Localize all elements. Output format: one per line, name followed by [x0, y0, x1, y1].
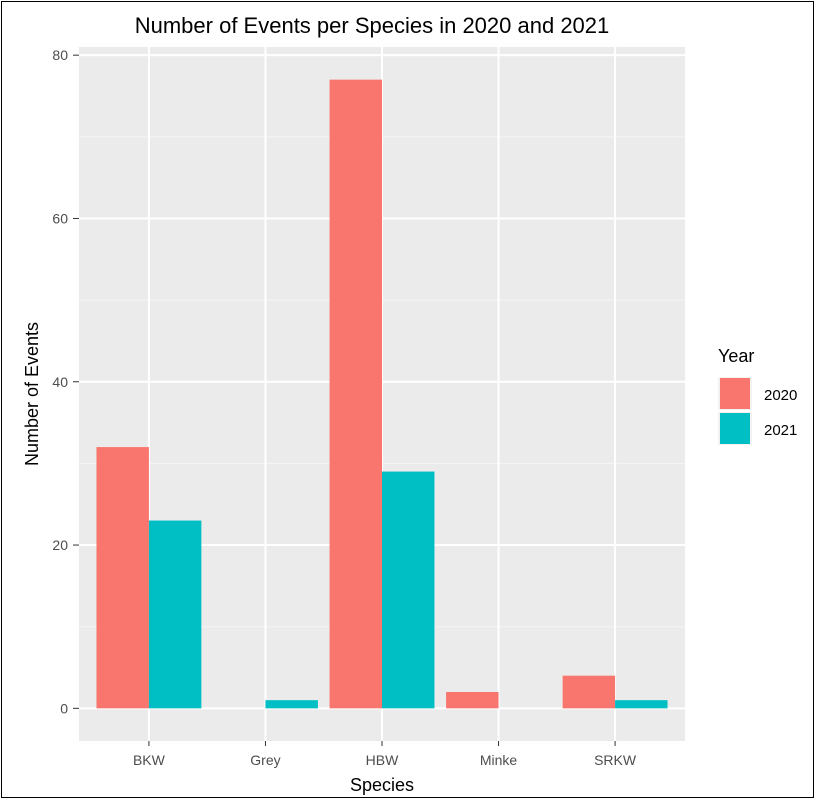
- x-tick-label: Grey: [250, 752, 280, 768]
- y-tick-label: 80: [52, 47, 68, 63]
- legend-title: Year: [718, 346, 754, 366]
- bars: [96, 79, 668, 709]
- bar-bkw-2020: [96, 447, 149, 709]
- legend-label-2021: 2021: [764, 422, 797, 439]
- tick-labels: 0 20 40 60 80 BKW Grey HBW Minke SRKW: [52, 47, 636, 768]
- bar-hbw-2020: [329, 79, 382, 709]
- bar-srkw-2021: [615, 700, 668, 709]
- bar-grey-2021: [265, 700, 318, 709]
- legend-swatch-2020: [720, 378, 750, 409]
- y-tick-label: 20: [52, 537, 68, 553]
- bar-hbw-2021: [382, 471, 435, 709]
- y-axis-title: Number of Events: [22, 322, 42, 466]
- x-tick-label: BKW: [133, 752, 166, 768]
- x-axis-title: Species: [350, 775, 414, 795]
- y-tick-label: 0: [60, 700, 68, 716]
- legend-swatch-2021: [720, 413, 750, 444]
- y-tick-label: 60: [52, 210, 68, 226]
- x-tick-label: SRKW: [594, 752, 637, 768]
- bar-bkw-2021: [148, 520, 202, 709]
- bar-srkw-2020: [562, 675, 616, 709]
- bar-minke-2020: [446, 692, 499, 709]
- x-tick-label: Minke: [480, 752, 518, 768]
- chart-title: Number of Events per Species in 2020 and…: [135, 13, 610, 38]
- x-tick-label: HBW: [366, 752, 399, 768]
- legend-label-2020: 2020: [764, 387, 797, 404]
- y-tick-label: 40: [52, 374, 68, 390]
- legend: Year 2020 2021: [718, 346, 797, 445]
